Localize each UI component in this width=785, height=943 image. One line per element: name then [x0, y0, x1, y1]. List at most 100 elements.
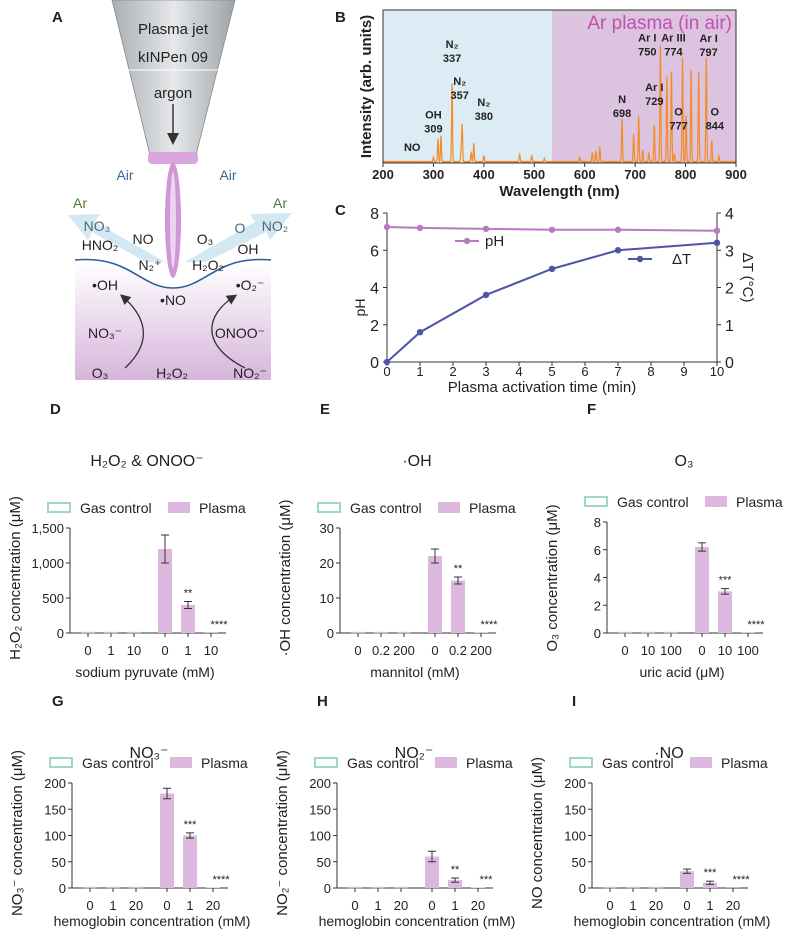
legend-swatch-gas-control [584, 496, 608, 507]
species-hno2: HNO₂ [82, 237, 119, 253]
bar-gas-control [663, 631, 679, 634]
y-tick-label: 200 [309, 776, 331, 791]
peak-label-wavelength-1: 309 [424, 123, 442, 135]
x-axis-label: Wavelength (nm) [499, 183, 619, 200]
x-axis-label: Plasma activation time (min) [448, 379, 636, 396]
y-axis-label: pH [352, 299, 368, 317]
x-axis-label: uric acid (μM) [639, 664, 724, 680]
species-no3: NO₃ [84, 218, 111, 234]
legend-label-plasma: Plasma [466, 755, 513, 771]
chart-title: NO₂⁻ [395, 745, 434, 762]
data-point-pH [548, 226, 556, 233]
charts: B Ar plasma (in air)NOOH309N₂337N₂357N₂38… [7, 9, 783, 929]
bar-gas-control [105, 886, 121, 889]
x-tick-label: 1 [416, 364, 423, 379]
y-tick-label: 500 [42, 591, 64, 606]
x-tick-label: 0.2 [372, 643, 390, 658]
bar-plasma [741, 632, 755, 633]
air-label-left: Air [116, 167, 133, 183]
x-tick-label: 1 [451, 898, 458, 913]
chart-title: ·OH [402, 453, 431, 470]
series-line-ΔT [386, 241, 718, 363]
y-tick-label: 30 [320, 521, 334, 536]
x-tick-label: 3 [482, 364, 489, 379]
peak-label-wavelength-10: 777 [669, 120, 687, 132]
y2-tick-label: 3 [725, 243, 734, 260]
bar-gas-control [347, 886, 363, 889]
legend-label-1: ΔT [672, 251, 691, 268]
panel-letter-b: B [335, 9, 346, 26]
bar-gas-control [80, 631, 96, 634]
significance-marker: ** [184, 588, 193, 600]
chart-title: H₂O₂ & ONOO⁻ [90, 453, 203, 470]
data-point-ΔT [614, 247, 622, 254]
y-axis-label: O₃ concentration (μM) [544, 504, 561, 651]
x-tick-label: 0 [354, 643, 361, 658]
x-tick-label: 9 [680, 364, 687, 379]
peak-label-species-11: O [711, 106, 720, 118]
panel-letter: I [572, 693, 576, 710]
liquid-species-superoxide: •O₂⁻ [236, 277, 265, 293]
x-tick-label: 0 [351, 898, 358, 913]
peak-label-species-5: N [618, 94, 626, 106]
y-tick-label: 6 [594, 543, 601, 558]
panel-letter: H [317, 693, 328, 710]
y-tick-label: 200 [44, 776, 66, 791]
x-tick-label: 0 [86, 898, 93, 913]
y2-tick-label: 4 [725, 206, 734, 223]
x-axis-label: hemoglobin concentration (mM) [54, 913, 251, 929]
x-tick-label: 20 [206, 898, 220, 913]
liquid-species-no-radical: •NO [160, 292, 186, 308]
bar-plasma [718, 591, 732, 633]
bar-plasma [448, 880, 462, 888]
ar-label-right: Ar [273, 195, 287, 211]
y-axis-label: ·OH concentration (μM) [277, 499, 294, 656]
x-tick-label: 900 [725, 167, 747, 182]
legend-swatch-plasma [690, 757, 712, 768]
peak-label-species-0: NO [404, 142, 421, 154]
y-tick-label: 0 [324, 881, 331, 896]
y2-tick-label: 0 [725, 355, 734, 372]
panel-c-ph-temperature: C 0 2 4 6 8 0 1 2 3 4 0 1 2 3 4 5 6 7 8 9 10 Plasma activation… [335, 202, 756, 396]
panel-d-bar-chart: D H₂O₂ & ONOO⁻ Gas control Plasma 0 500 1,000 1… [7, 401, 246, 680]
data-point-pH [614, 226, 622, 233]
significance-marker: **** [732, 874, 750, 886]
x-tick-label: 1 [629, 898, 636, 913]
y-tick-label: 4 [594, 571, 601, 586]
peak-label-wavelength-5: 698 [613, 108, 631, 120]
legend-label-0: pH [485, 233, 504, 250]
x-tick-label: 0 [84, 643, 91, 658]
bar-plasma [428, 556, 442, 633]
y-tick-label: 100 [309, 829, 331, 844]
x-tick-label: 5 [548, 364, 555, 379]
x-tick-label: 0 [698, 643, 705, 658]
peak-label-wavelength-8: 774 [664, 47, 683, 59]
bar-plasma [183, 835, 197, 888]
panel-f-bar-chart: F O₃ Gas control Plasma 0 2 4 6 8 0 10 100 0 10 100 ***… [544, 401, 783, 680]
x-tick-label: 1 [374, 898, 381, 913]
peak-label-species-4: N₂ [477, 97, 490, 109]
bar-plasma [206, 887, 220, 888]
y-tick-label: 50 [572, 855, 586, 870]
panel-a-diagram: A Plasma jet kINPen 09 argon Air Air Ar … [52, 0, 292, 381]
x-tick-label: 20 [726, 898, 740, 913]
panel-letter-c: C [335, 202, 346, 219]
peak-label-wavelength-2: 337 [443, 53, 461, 65]
y-tick-label: 0 [579, 881, 586, 896]
legend-label-plasma: Plasma [201, 755, 248, 771]
x-tick-label: 0 [383, 364, 390, 379]
bar-gas-control [350, 631, 366, 634]
legend-label-plasma: Plasma [721, 755, 768, 771]
legend-swatch-gas-control [569, 757, 593, 768]
panel-b-spectrum: B Ar plasma (in air)NOOH309N₂337N₂357N₂38… [335, 9, 747, 200]
bar-plasma [181, 605, 195, 633]
plot-frame [382, 9, 737, 164]
x-tick-label: 10 [718, 643, 732, 658]
y-tick-label: 2 [370, 318, 379, 335]
x-tick-label: 100 [660, 643, 682, 658]
bar-gas-control [640, 631, 656, 634]
legend-swatch-plasma [438, 502, 460, 513]
peak-label-species-7: Ar I [638, 33, 656, 45]
x-tick-label: 0 [606, 898, 613, 913]
panel-letter: D [50, 401, 61, 418]
